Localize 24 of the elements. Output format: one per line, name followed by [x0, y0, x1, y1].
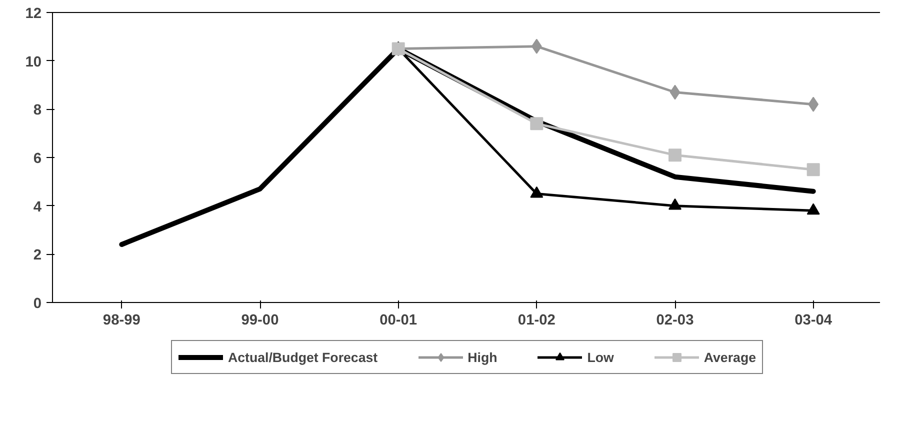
point — [530, 186, 544, 198]
y-tick-label: 4 — [33, 199, 42, 216]
point — [668, 148, 682, 162]
point — [668, 198, 682, 210]
y-tick-label: 6 — [33, 151, 42, 167]
point — [806, 203, 820, 215]
x-tick-label: 00-01 — [380, 312, 418, 328]
legend-label: High — [468, 350, 498, 364]
legend-label: Low — [587, 350, 614, 364]
y-tick-label: 2 — [33, 248, 42, 264]
y-tick-label: 12 — [25, 6, 42, 22]
x-tick-label: 02-03 — [656, 312, 694, 328]
y-tick-label: 8 — [33, 102, 42, 119]
y-tick-label: 10 — [25, 54, 42, 70]
legend-label: Actual/Budget Forecast — [228, 350, 378, 364]
x-tick-label: 03-04 — [794, 312, 833, 328]
legend-label: Average — [704, 350, 756, 364]
x-tick-label: 98-99 — [102, 312, 140, 328]
point — [530, 117, 544, 130]
x-tick-label: 01-02 — [518, 312, 556, 328]
point — [806, 163, 820, 176]
x-tick-label: 99-00 — [241, 312, 279, 328]
y-tick-label: 0 — [33, 296, 42, 312]
point — [670, 84, 680, 100]
